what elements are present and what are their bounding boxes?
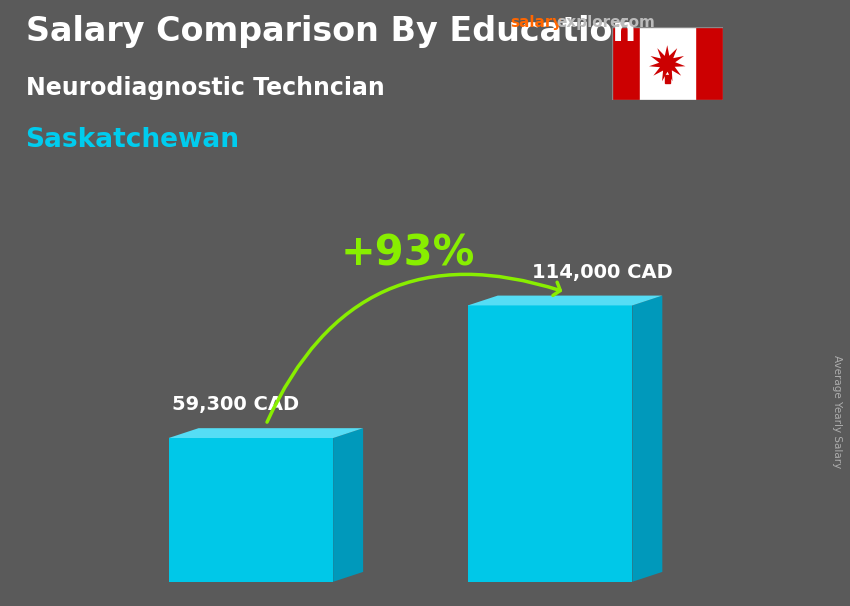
Text: Average Yearly Salary: Average Yearly Salary xyxy=(832,356,842,468)
Text: 59,300 CAD: 59,300 CAD xyxy=(173,395,299,414)
Polygon shape xyxy=(468,296,662,305)
Bar xyxy=(694,27,722,101)
Polygon shape xyxy=(168,428,363,438)
Text: explorer: explorer xyxy=(557,15,629,30)
Bar xyxy=(639,27,694,101)
Polygon shape xyxy=(649,45,685,81)
Text: salary: salary xyxy=(510,15,563,30)
Text: +93%: +93% xyxy=(341,233,475,275)
Polygon shape xyxy=(168,438,333,582)
Text: Saskatchewan: Saskatchewan xyxy=(26,127,240,153)
Bar xyxy=(665,75,670,83)
Text: .com: .com xyxy=(615,15,655,30)
Text: Salary Comparison By Education: Salary Comparison By Education xyxy=(26,15,636,48)
Polygon shape xyxy=(333,428,363,582)
Polygon shape xyxy=(632,296,662,582)
Text: 114,000 CAD: 114,000 CAD xyxy=(532,262,673,282)
Text: Neurodiagnostic Techncian: Neurodiagnostic Techncian xyxy=(26,76,384,100)
Bar xyxy=(612,27,639,101)
Polygon shape xyxy=(468,305,632,582)
